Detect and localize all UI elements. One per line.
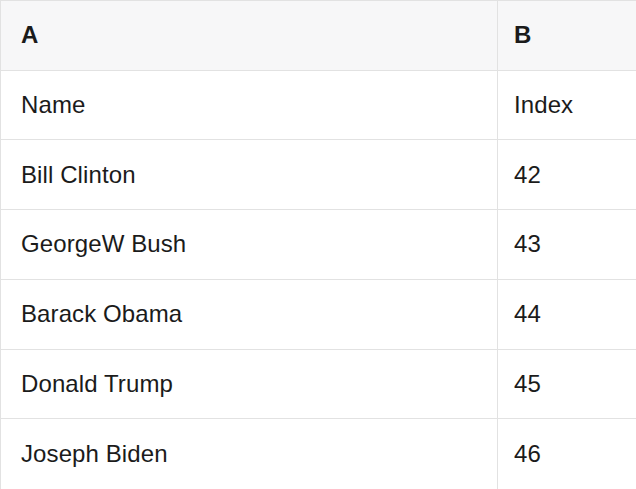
cell-text: Donald Trump [21, 372, 173, 396]
cell-b1-index[interactable]: Index [498, 71, 636, 141]
cell-b6-46[interactable]: 46 [498, 419, 636, 489]
cell-a5-donald-trump[interactable]: Donald Trump [1, 350, 498, 420]
cell-text: 44 [514, 302, 541, 326]
column-header-b-label: B [514, 23, 531, 47]
cell-b2-42[interactable]: 42 [498, 140, 636, 210]
column-header-a-label: A [21, 23, 38, 47]
cell-b3-43[interactable]: 43 [498, 210, 636, 280]
cell-text: Name [21, 93, 85, 117]
cell-text: 43 [514, 232, 541, 256]
cell-b5-45[interactable]: 45 [498, 350, 636, 420]
cell-a4-barack-obama[interactable]: Barack Obama [1, 280, 498, 350]
column-header-a[interactable]: A [1, 1, 498, 71]
column-header-b[interactable]: B [498, 1, 636, 71]
cell-text: 45 [514, 372, 541, 396]
cell-a2-bill-clinton[interactable]: Bill Clinton [1, 140, 498, 210]
cell-text: Barack Obama [21, 302, 182, 326]
cell-text: Bill Clinton [21, 163, 136, 187]
cell-a1-name[interactable]: Name [1, 71, 498, 141]
cell-b4-44[interactable]: 44 [498, 280, 636, 350]
cell-a3-georgew-bush[interactable]: GeorgeW Bush [1, 210, 498, 280]
cell-text: Index [514, 93, 573, 117]
cell-text: 46 [514, 442, 541, 466]
cell-text: GeorgeW Bush [21, 232, 186, 256]
cell-text: 42 [514, 163, 541, 187]
cell-text: Joseph Biden [21, 442, 168, 466]
cell-a6-joseph-biden[interactable]: Joseph Biden [1, 419, 498, 489]
spreadsheet-table: A B Name Index Bill Clinton 42 GeorgeW B… [0, 0, 636, 489]
